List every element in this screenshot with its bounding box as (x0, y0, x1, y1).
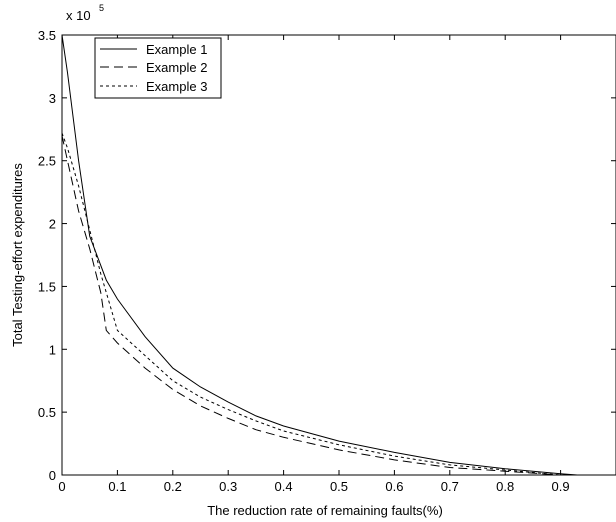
x-axis-label: The reduction rate of remaining faults(%… (207, 503, 443, 518)
x-tick-label: 0 (58, 479, 65, 494)
y-tick-label: 3.5 (38, 28, 56, 43)
y-tick-label: 1.5 (38, 279, 56, 294)
plot-frame (61, 34, 616, 476)
x-tick-label: 0.8 (496, 479, 514, 494)
y-tick-label: 3 (49, 91, 56, 106)
y-multiplier: x 10 5 (66, 3, 104, 23)
legend-label-example-1: Example 1 (146, 42, 207, 57)
x-tick-label: 0.3 (219, 479, 237, 494)
legend-box (94, 37, 222, 99)
axis-ticks: 0 0.1 0.2 0.3 0.4 0.5 0.6 0.7 0.8 0.9 0 0.5 1 1.5 2 2.5… (38, 28, 616, 494)
legend-label-example-2: Example 2 (146, 60, 207, 75)
y-tick-label: 2 (49, 217, 56, 232)
x-tick-label: 0.5 (330, 479, 348, 494)
series-line-example-1 (61, 34, 578, 476)
y-tick-label: 1 (49, 342, 56, 357)
y-tick-label: 0.5 (38, 405, 56, 420)
x-tick-label: 0.1 (108, 479, 126, 494)
x-tick-label: 0.6 (385, 479, 403, 494)
series-line-example-2 (61, 135, 561, 476)
y-multiplier-exponent: 5 (99, 3, 104, 13)
x-tick-label: 0.7 (441, 479, 459, 494)
y-multiplier-base: x 10 (66, 8, 91, 23)
x-tick-label: 0.2 (164, 479, 182, 494)
series-layer (61, 34, 578, 476)
series-line-example-3 (61, 132, 561, 476)
legend: Example 1 Example 2 Example 3 (94, 37, 222, 99)
legend-label-example-3: Example 3 (146, 79, 207, 94)
y-axis-label: Total Testing-effort expenditures (10, 163, 25, 347)
y-tick-label: 2.5 (38, 154, 56, 169)
y-tick-label: 0 (49, 468, 56, 483)
x-tick-label: 0.4 (275, 479, 293, 494)
x-tick-label: 0.9 (552, 479, 570, 494)
